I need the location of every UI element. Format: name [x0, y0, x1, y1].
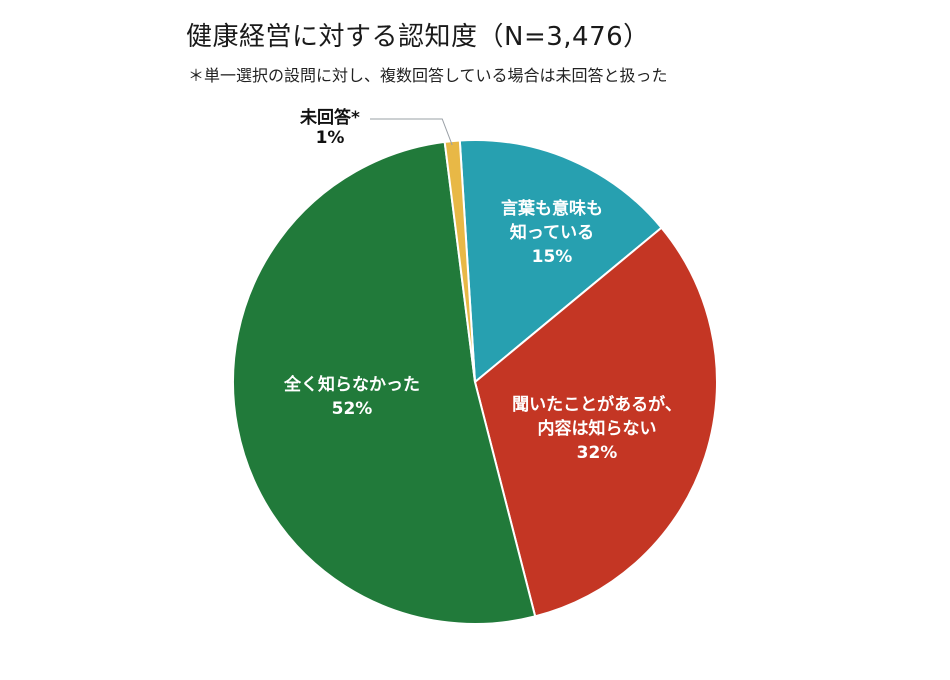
slice-label: 知っている [509, 222, 594, 243]
slice-label: 聞いたことがあるが、 [512, 394, 682, 415]
slice-label-group: 全く知らなかった 52% [283, 374, 420, 419]
slice-label-group: 聞いたことがあるが、内容は知らない 32% [512, 394, 682, 463]
slice-label: 言葉も意味も [501, 198, 603, 219]
leader-line [370, 118, 453, 146]
chart-subtitle: ＊単一選択の設問に対し、複数回答している場合は未回答と扱った [188, 66, 668, 85]
chart-title: 健康経営に対する認知度（N=3,476） [186, 22, 650, 52]
slice-value-label: 32% [577, 443, 618, 463]
slice-label: 内容は知らない [538, 418, 657, 439]
slice-value-label: 15% [532, 247, 573, 267]
slice-label: 未回答* [299, 107, 360, 128]
pie-slice [443, 139, 476, 383]
pie-slice [458, 139, 663, 383]
slice-label: 全く知らなかった [283, 374, 420, 395]
slice-value-label: 1% [316, 128, 345, 148]
slice-value-label: 52% [332, 399, 373, 419]
slice-label-group: 未回答*1% [299, 107, 360, 148]
pie-slice [474, 226, 718, 618]
